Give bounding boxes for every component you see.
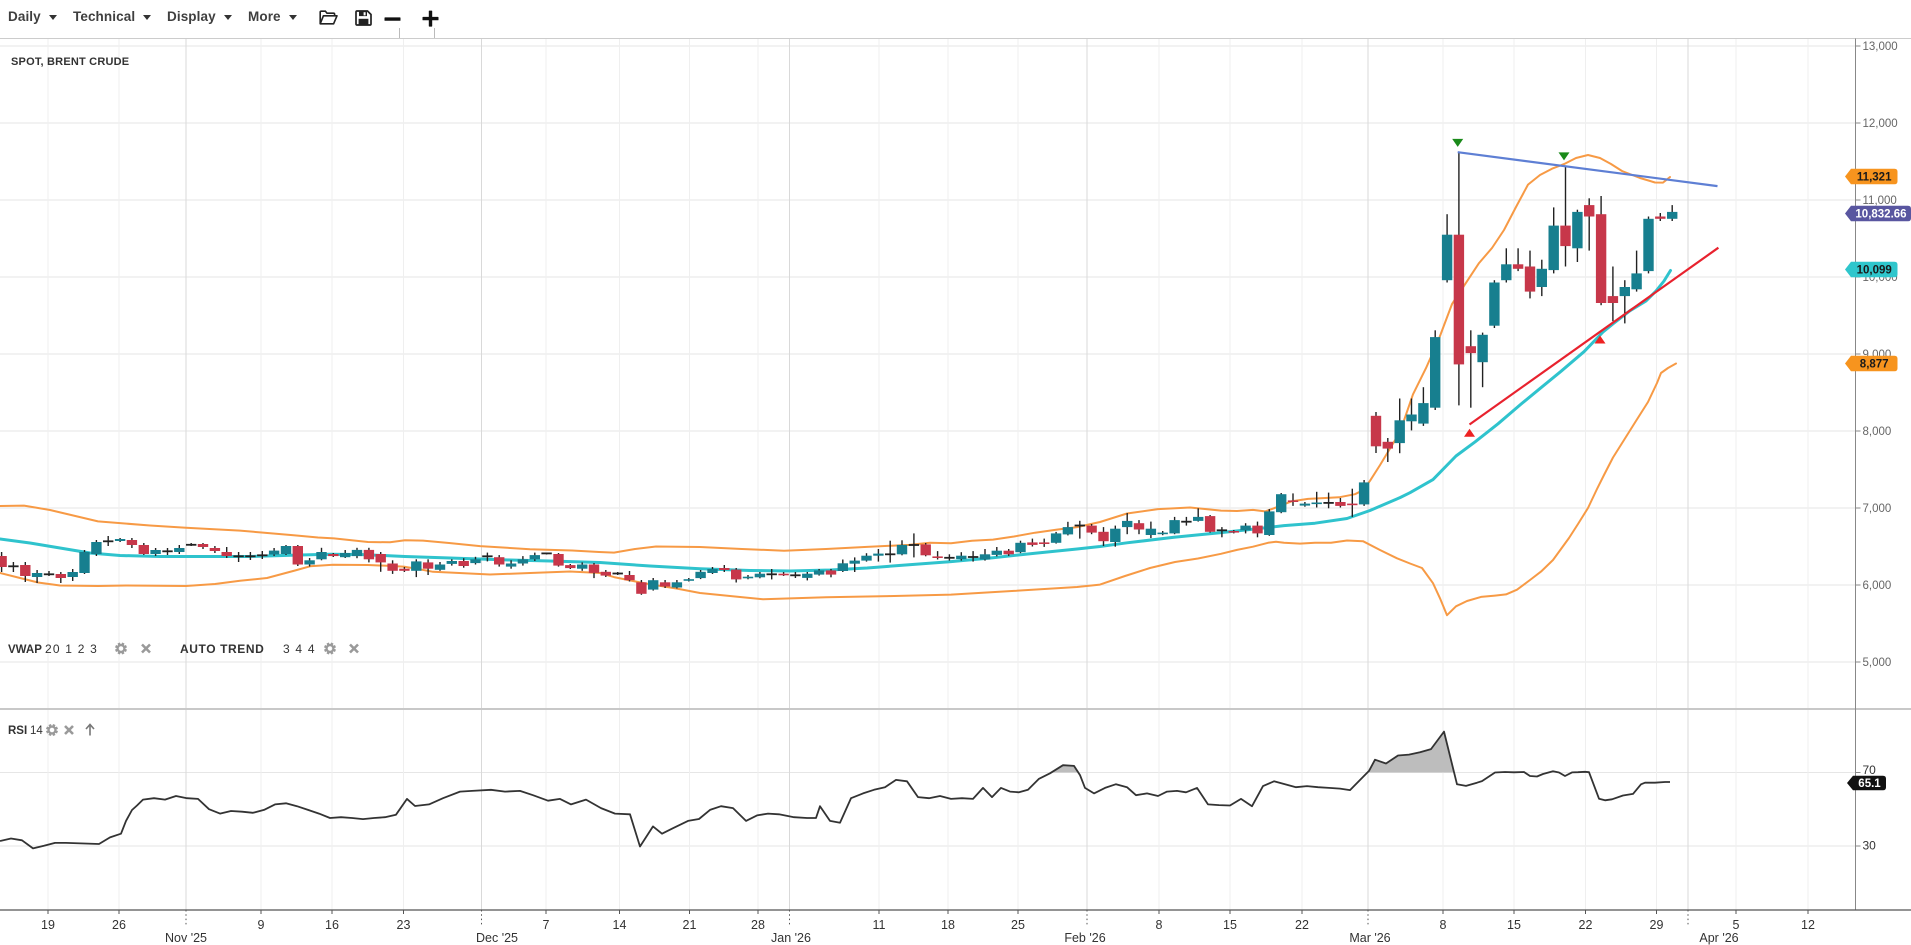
svg-text:10,832.66: 10,832.66: [1855, 209, 1906, 221]
svg-text:SPOT, BRENT CRUDE: SPOT, BRENT CRUDE: [11, 56, 129, 68]
svg-text:VWAP: VWAP: [8, 644, 42, 656]
svg-text:8,877: 8,877: [1860, 359, 1889, 371]
svg-text:23: 23: [397, 918, 411, 932]
svg-text:9: 9: [258, 918, 265, 932]
svg-text:12: 12: [1801, 918, 1815, 932]
svg-text:Mar '26: Mar '26: [1349, 931, 1390, 945]
svg-text:RSI: RSI: [8, 725, 27, 737]
svg-text:21: 21: [683, 918, 697, 932]
svg-text:11: 11: [873, 918, 886, 932]
svg-text:5: 5: [1733, 918, 1740, 932]
svg-text:29: 29: [1650, 918, 1664, 932]
svg-text:13,000: 13,000: [1863, 41, 1898, 53]
svg-text:20 1 2 3: 20 1 2 3: [45, 642, 98, 656]
svg-text:Dec '25: Dec '25: [476, 931, 518, 945]
svg-text:11,321: 11,321: [1857, 172, 1892, 184]
svg-text:26: 26: [112, 918, 126, 932]
svg-text:18: 18: [941, 918, 955, 932]
svg-text:14: 14: [613, 918, 627, 932]
svg-text:12,000: 12,000: [1863, 118, 1898, 130]
svg-text:65.1: 65.1: [1858, 778, 1881, 790]
svg-text:15: 15: [1507, 918, 1521, 932]
svg-text:8: 8: [1440, 918, 1447, 932]
svg-text:25: 25: [1011, 918, 1025, 932]
svg-text:Feb '26: Feb '26: [1064, 931, 1105, 945]
svg-text:AUTO TREND: AUTO TREND: [180, 642, 264, 656]
svg-text:11,000: 11,000: [1863, 195, 1897, 207]
svg-text:6,000: 6,000: [1863, 580, 1892, 592]
svg-text:Apr '26: Apr '26: [1699, 931, 1738, 945]
svg-text:8: 8: [1156, 918, 1163, 932]
svg-text:8,000: 8,000: [1863, 426, 1892, 438]
svg-text:14: 14: [30, 725, 43, 737]
svg-text:7: 7: [543, 918, 550, 932]
svg-text:70: 70: [1863, 763, 1877, 777]
svg-text:7,000: 7,000: [1863, 503, 1892, 515]
svg-text:5,000: 5,000: [1863, 657, 1892, 669]
svg-text:Jan '26: Jan '26: [771, 931, 811, 945]
svg-text:3 4 4: 3 4 4: [283, 642, 316, 656]
svg-text:22: 22: [1579, 918, 1593, 932]
svg-text:Nov '25: Nov '25: [165, 931, 207, 945]
svg-text:10,099: 10,099: [1857, 265, 1892, 277]
svg-text:22: 22: [1295, 918, 1309, 932]
svg-text:28: 28: [751, 918, 765, 932]
svg-text:16: 16: [325, 918, 339, 932]
svg-text:30: 30: [1863, 839, 1877, 853]
svg-text:19: 19: [41, 918, 55, 932]
svg-text:15: 15: [1223, 918, 1237, 932]
